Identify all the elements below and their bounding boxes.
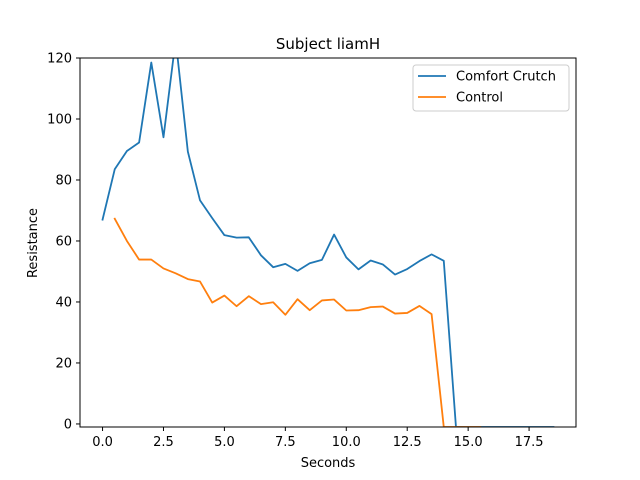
- x-tick-label: 12.5: [393, 435, 422, 450]
- y-tick-label: 20: [55, 356, 72, 371]
- y-tick-label: 100: [47, 112, 72, 127]
- y-axis: 0 20 40 60 80 100 120: [47, 52, 80, 432]
- x-axis: 0.0 2.5 5.0 7.5 10.0 12.5 15.0 17.5: [92, 427, 544, 450]
- x-tick-label: 0.0: [92, 435, 113, 450]
- y-tick-label: 120: [47, 52, 72, 67]
- y-tick-label: 80: [55, 173, 72, 188]
- y-tick-label: 40: [55, 295, 72, 310]
- legend-box: [412, 64, 570, 112]
- x-tick-label: 5.0: [214, 435, 235, 450]
- x-tick-label: 15.0: [454, 435, 483, 450]
- x-axis-label: Seconds: [301, 456, 356, 471]
- x-tick-label: 2.5: [153, 435, 174, 450]
- plot-frame: [79, 57, 577, 428]
- y-tick-label: 60: [55, 234, 72, 249]
- series-line-control: [113, 217, 482, 427]
- y-axis-label: Resistance: [26, 208, 41, 278]
- chart-title: Subject liamH: [276, 35, 380, 53]
- y-tick-label: 0: [64, 417, 72, 432]
- legend-label-comfort-crutch: Comfort Crutch: [456, 70, 556, 85]
- x-tick-label: 17.5: [515, 435, 544, 450]
- x-tick-label: 7.5: [275, 435, 296, 450]
- legend-label-control: Control: [456, 91, 503, 106]
- x-tick-label: 10.0: [332, 435, 361, 450]
- legend: Comfort Crutch Control: [412, 64, 570, 112]
